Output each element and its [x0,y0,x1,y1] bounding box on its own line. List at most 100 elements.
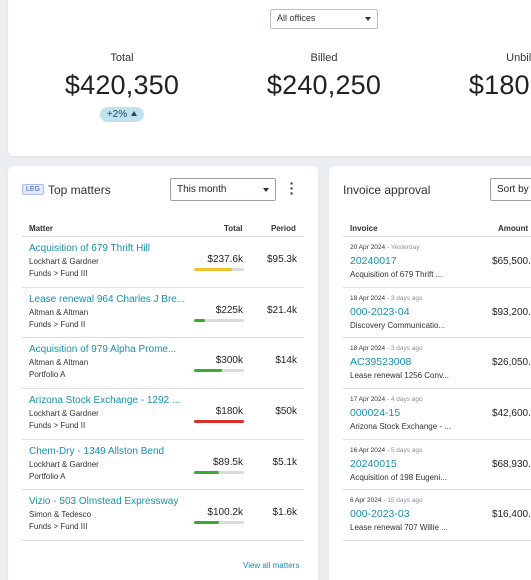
invoice-amount: $93,200.00 [491,306,531,318]
more-options-icon[interactable]: · · · [289,175,295,201]
invoice-list: 20 Apr 2024 - Yesterday 20240017 Acquisi… [343,236,531,542]
invoice-number-link[interactable]: 000024-15 [350,407,401,420]
budget-progress-fill [194,470,219,474]
col-header-total: Total [224,224,243,233]
matter-title-link[interactable]: Chem-Dry - 1349 Allston Bend [29,445,165,457]
matter-total: $300k [215,355,243,367]
period-filter-select[interactable]: This month [170,178,276,201]
period-filter-value: This month [177,184,227,195]
matter-title-link[interactable]: Acquisition of 979 Alpha Prome... [29,344,177,356]
matter-path: Funds > Fund II [29,319,86,329]
budget-progress-bar [194,470,244,474]
matter-client: Lockhart & Gardner [29,459,99,469]
invoice-date-text: 18 Apr 2024 [350,345,386,353]
matter-period: $5.1k [272,456,297,468]
triangle-up-icon [131,111,138,116]
matter-client: Altman & Altman [29,358,89,368]
metric-label: Billed [310,52,338,64]
budget-progress-bar [194,420,244,424]
metric-value: $420,350 [64,70,180,100]
budget-progress-fill [194,420,244,424]
change-badge: +2% [99,107,145,122]
invoice-number-link[interactable]: 000-2023-03 [350,508,410,521]
metric-value: $240,250 [266,70,382,100]
invoice-date: 18 Apr 2024 - 3 days ago [350,295,423,302]
invoice-row[interactable]: 20 Apr 2024 - Yesterday 20240017 Acquisi… [343,237,531,288]
matter-period: $95.3k [266,254,297,265]
matter-row[interactable]: Acquisition of 979 Alpha Prome... Altman… [22,338,304,390]
budget-progress-fill [194,521,219,525]
matter-period: $14k [275,355,297,367]
office-filter-select[interactable]: All offices [270,9,378,29]
matter-total: $180k [215,406,243,418]
invoice-number-link[interactable]: 20240015 [350,457,397,470]
col-header-period: Period [271,224,296,233]
matter-path: Funds > Fund III [29,269,88,278]
invoice-amount: $26,050.00 [491,357,531,369]
budget-progress-bar [194,268,244,271]
matter-total: $89.5k [212,456,243,468]
matter-path: Portfolio A [29,370,66,380]
invoice-amount: $65,500.00 [491,256,531,267]
invoice-row[interactable]: 16 Apr 2024 - 5 days ago 20240015 Acquis… [343,440,531,491]
metric-label: Total [110,52,134,64]
office-filter-value: All offices [277,13,316,23]
invoice-date-text: 18 Apr 2024 [350,294,386,302]
view-all-matters-link[interactable]: View all matters [243,561,300,570]
invoice-number-link[interactable]: 20240017 [350,255,397,267]
invoice-number-link[interactable]: 000-2023-04 [350,305,410,318]
matter-client: Altman & Altman [29,307,89,317]
matter-period: $50k [275,406,297,418]
col-header-amount: Amount [498,224,529,233]
budget-progress-fill [194,369,222,373]
col-header-invoice: Invoice [350,224,378,233]
summary-card: All offices Total $420,350 +2% Billed $2… [8,0,531,156]
invoice-relative-time: - Yesterday [385,244,420,251]
metric-billed: Billed $240,250 [224,52,424,101]
invoice-description: Discovery Communicatio... [350,320,446,330]
matter-title-link[interactable]: Vizio - 503 Olmstead Expressway [29,496,179,508]
invoice-row[interactable]: 6 Apr 2024 - 15 days ago 000-2023-03 Lea… [343,490,531,542]
invoice-relative-time: - 5 days ago [385,446,423,454]
invoice-description: Arizona Stock Exchange - ... [350,422,451,432]
matter-row[interactable]: Chem-Dry - 1349 Allston Bend Lockhart & … [22,440,304,491]
invoice-date: 16 Apr 2024 - 5 days ago [350,447,423,454]
matter-row[interactable]: Lease renewal 964 Charles J Bre... Altma… [22,288,304,339]
matter-row[interactable]: Arizona Stock Exchange - 1292 ... Lockha… [22,389,304,440]
matter-title-link[interactable]: Lease renewal 964 Charles J Bre... [29,293,186,305]
matter-client: Lockhart & Gardner [29,257,99,266]
metric-value: $180,100 [468,70,531,100]
invoice-date: 6 Apr 2024 - 15 days ago [350,497,423,504]
invoice-description: Acquisition of 679 Thrift ... [350,270,443,279]
sort-by-label: Sort by [497,184,529,195]
metric-unbilled: Unbilled $180,100 [426,52,531,101]
invoice-number-link[interactable]: AC39523008 [350,356,412,369]
invoice-row[interactable]: 18 Apr 2024 - 3 days ago AC39523008 Leas… [343,338,531,390]
matter-title-link[interactable]: Acquisition of 679 Thrift Hill [29,243,150,254]
matter-total: $237.6k [207,254,243,265]
invoice-row[interactable]: 18 Apr 2024 - 3 days ago 000-2023-04 Dis… [343,288,531,339]
matter-total: $100.2k [207,507,243,519]
matters-list: Acquisition of 679 Thrift Hill Lockhart … [22,236,304,542]
invoice-relative-time: - 4 days ago [385,396,423,404]
matter-client: Simon & Tedesco [29,510,92,520]
invoice-date: 20 Apr 2024 - Yesterday [350,244,419,251]
card-header: LEG Top matters This month · · · [8,166,318,212]
sort-by-select[interactable]: Sort by [490,178,531,201]
matter-row[interactable]: Acquisition of 679 Thrift Hill Lockhart … [22,237,304,288]
invoice-amount: $16,400.00 [491,509,531,521]
matter-row[interactable]: Vizio - 503 Olmstead Expressway Simon & … [22,490,304,542]
matter-title-link[interactable]: Arizona Stock Exchange - 1292 ... [29,395,181,407]
matter-total: $225k [215,304,243,316]
invoice-row[interactable]: 17 Apr 2024 - 4 days ago 000024-15 Arizo… [343,389,531,440]
col-header-matter: Matter [29,224,54,233]
invoice-relative-time: - 3 days ago [385,294,423,302]
invoice-date-text: 16 Apr 2024 [350,446,386,454]
invoice-relative-time: - 15 days ago [381,497,423,505]
matter-path: Funds > Fund II [29,421,86,431]
invoice-date: 18 Apr 2024 - 3 days ago [350,345,423,352]
matter-path: Funds > Fund III [29,522,88,532]
budget-progress-bar [194,369,244,373]
matter-period: $1.6k [272,507,297,519]
invoice-date-text: 6 Apr 2024 [350,497,382,505]
